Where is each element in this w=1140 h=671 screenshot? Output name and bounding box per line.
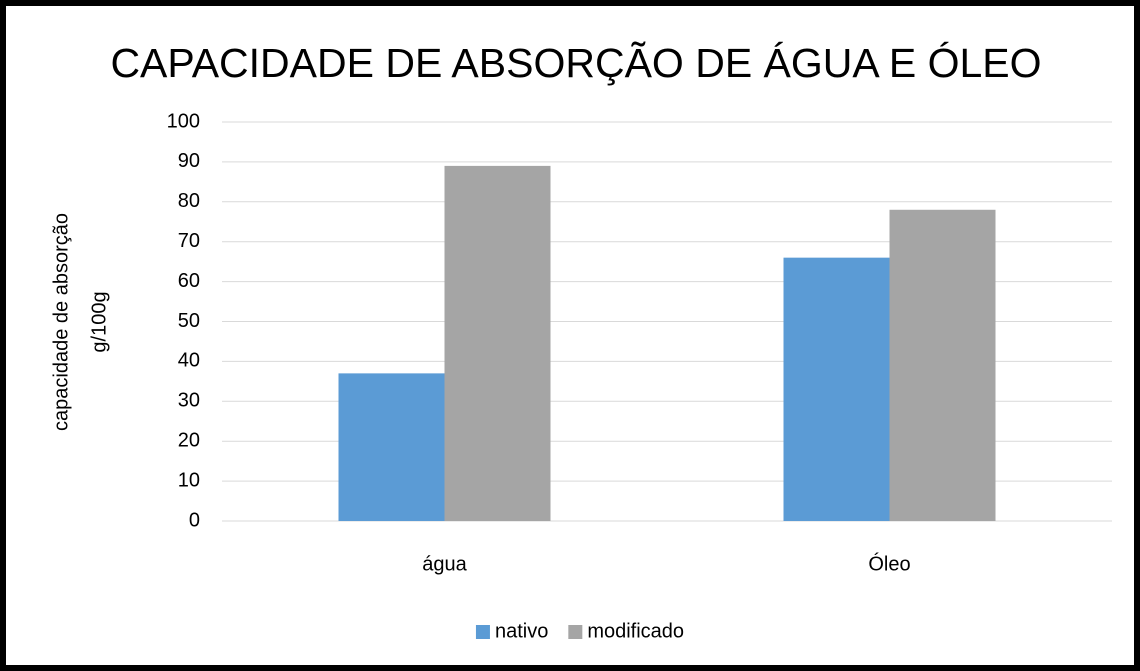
x-tick-label: Óleo <box>868 552 910 575</box>
bar <box>889 209 996 521</box>
x-tick-label: água <box>422 553 467 575</box>
bar <box>444 165 551 521</box>
legend-swatch <box>475 625 490 639</box>
bar <box>338 373 445 521</box>
y-axis-label: capacidade de absorção g/100g <box>50 213 110 431</box>
y-axis-label-line: g/100g <box>88 291 110 352</box>
y-tick-label: 50 <box>178 310 200 332</box>
y-tick-label: 100 <box>167 110 200 132</box>
y-tick-label: 30 <box>178 390 200 412</box>
y-axis-label-line: capacidade de absorção <box>50 213 72 431</box>
y-tick-label: 90 <box>178 150 200 172</box>
y-tick-label: 70 <box>178 230 200 252</box>
y-tick-label: 0 <box>189 509 200 531</box>
y-tick-label: 40 <box>178 350 200 372</box>
legend-label: modificado <box>587 620 684 642</box>
y-tick-label: 80 <box>178 190 200 212</box>
bar <box>783 257 890 521</box>
legend-swatch <box>568 625 583 639</box>
y-tick-label: 60 <box>178 270 200 292</box>
y-tick-label: 20 <box>178 429 200 451</box>
chart-title: CAPACIDADE DE ABSORÇÃO DE ÁGUA E ÓLEO <box>110 40 1041 86</box>
legend-label: nativo <box>495 620 548 642</box>
y-tick-label: 10 <box>178 469 200 491</box>
